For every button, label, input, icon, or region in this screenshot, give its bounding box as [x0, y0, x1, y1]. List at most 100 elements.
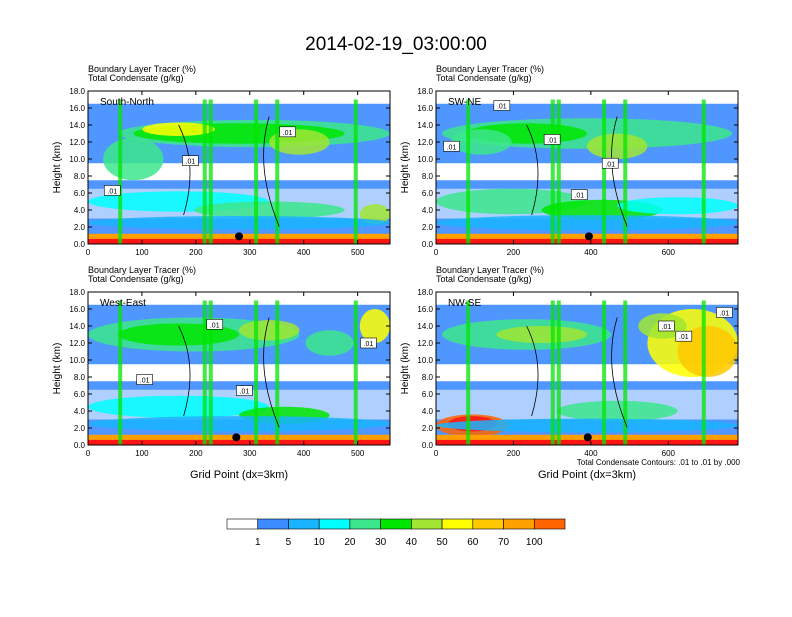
colorbar: 1 5 10 20 30 40 50 60 70 100: [226, 518, 566, 548]
contour-label-box: [236, 385, 253, 396]
contour-label-box: [675, 330, 693, 342]
contour-label-box: [103, 185, 121, 196]
y-axis-label: Height (km): [52, 142, 63, 194]
colorbar-swatch: [318, 518, 351, 530]
x-tick-label: 100: [135, 449, 149, 458]
panel-subtitle-condensate: Total Condensate (g/kg): [88, 274, 184, 284]
y-tick-label: 0.0: [422, 441, 434, 450]
convective-column: [208, 99, 213, 244]
surface-layer-red: [88, 238, 390, 244]
panel-name: South-North: [100, 97, 154, 108]
contour-label-box: [136, 374, 153, 385]
y-tick-label: 12.0: [69, 138, 85, 147]
colorbar-label: 100: [526, 537, 543, 548]
contour-note: Total Condensate Contours: .01 to .01 by…: [577, 458, 741, 467]
y-tick-label: 10.0: [69, 356, 85, 365]
convective-column: [202, 99, 207, 244]
panel-subtitle-tracer: Boundary Layer Tracer (%): [436, 265, 544, 275]
y-axis-label: Height (km): [400, 142, 411, 194]
panel-subtitle-condensate: Total Condensate (g/kg): [88, 73, 184, 83]
colorbar-swatch: [411, 518, 443, 530]
contour-label: .01: [364, 341, 374, 348]
contour-label: .01: [140, 378, 150, 385]
y-tick-label: 4.0: [422, 407, 434, 416]
x-tick-label: 0: [86, 248, 91, 257]
tracer-blob: [239, 320, 300, 341]
plot-frame: [87, 291, 391, 446]
x-tick-label: 400: [584, 449, 598, 458]
convective-column: [275, 300, 280, 445]
panel-subtitle-tracer: Boundary Layer Tracer (%): [88, 265, 196, 275]
panel-west-east: 0.0 2.0 4.0 6.0 8.0 10.0 12.0 14.0 16.0 18.0 0 100 2…: [52, 265, 391, 481]
contour-label: .01: [497, 103, 507, 110]
tracer-field: [88, 292, 390, 445]
colorbar-label: 50: [437, 537, 449, 548]
y-tick-label: 6.0: [422, 390, 434, 399]
plot-frame: [435, 90, 739, 245]
convective-column: [118, 300, 123, 445]
location-marker: [584, 232, 593, 241]
colorbar-label: 60: [467, 537, 479, 548]
y-tick-label: 8.0: [422, 373, 434, 382]
tracer-blob: [142, 122, 215, 137]
convective-column: [202, 300, 207, 445]
contour-label: .01: [283, 130, 293, 137]
colorbar-swatch: [503, 518, 535, 530]
convective-column: [623, 99, 628, 244]
convective-column: [118, 99, 123, 244]
colorbar-label: 20: [344, 537, 356, 548]
panel-subtitle-condensate: Total Condensate (g/kg): [436, 73, 532, 83]
x-tick-label: 300: [243, 449, 257, 458]
convective-column: [550, 300, 555, 445]
y-axis-label: Height (km): [400, 343, 411, 395]
tracer-blob: [88, 395, 270, 418]
colorbar-swatch: [380, 518, 412, 530]
y-tick-label: 4.0: [74, 206, 86, 215]
contour-line: [526, 116, 628, 227]
convective-column: [254, 300, 259, 445]
colorbar-swatch: [349, 518, 381, 530]
plot-frame: [435, 291, 739, 446]
colorbar-label: 30: [375, 537, 387, 548]
x-tick-label: 400: [297, 248, 311, 257]
contour-label-box: [601, 157, 619, 169]
y-tick-label: 16.0: [417, 104, 433, 113]
y-tick-label: 8.0: [74, 373, 86, 382]
contour-label-box: [570, 189, 588, 200]
contour-label: .01: [720, 310, 730, 317]
y-tick-label: 6.0: [74, 189, 86, 198]
y-tick-label: 18.0: [69, 288, 85, 297]
location-marker: [232, 433, 241, 442]
tracer-blob: [436, 215, 738, 231]
y-tick-label: 0.0: [422, 240, 434, 249]
x-tick-label: 200: [507, 248, 521, 257]
panel-name: West-East: [100, 298, 146, 309]
plot-frame: [87, 90, 391, 245]
contour-label-box: [182, 155, 199, 166]
tracer-blob: [359, 309, 390, 343]
y-tick-label: 18.0: [69, 87, 85, 96]
tracer-blob: [496, 326, 587, 343]
contour-label-box: [493, 100, 511, 111]
x-tick-label: 400: [297, 449, 311, 458]
tracer-blob: [436, 418, 738, 433]
x-tick-label: 200: [507, 449, 521, 458]
tracer-blob: [193, 201, 345, 219]
tracer-blob: [88, 215, 390, 230]
y-tick-label: 14.0: [69, 322, 85, 331]
y-tick-label: 14.0: [417, 121, 433, 130]
tracer-field: [436, 292, 738, 445]
y-tick-label: 18.0: [417, 288, 433, 297]
convective-column: [254, 99, 259, 244]
convective-column: [556, 300, 561, 445]
y-tick-label: 0.0: [74, 240, 86, 249]
convective-column: [701, 300, 706, 445]
y-tick-label: 18.0: [417, 87, 433, 96]
x-tick-label: 200: [189, 248, 203, 257]
figure-title: 2014-02-19_03:00:00: [305, 34, 487, 55]
y-tick-label: 4.0: [422, 206, 434, 215]
x-tick-label: 100: [135, 248, 149, 257]
contour-label: .01: [574, 193, 584, 200]
